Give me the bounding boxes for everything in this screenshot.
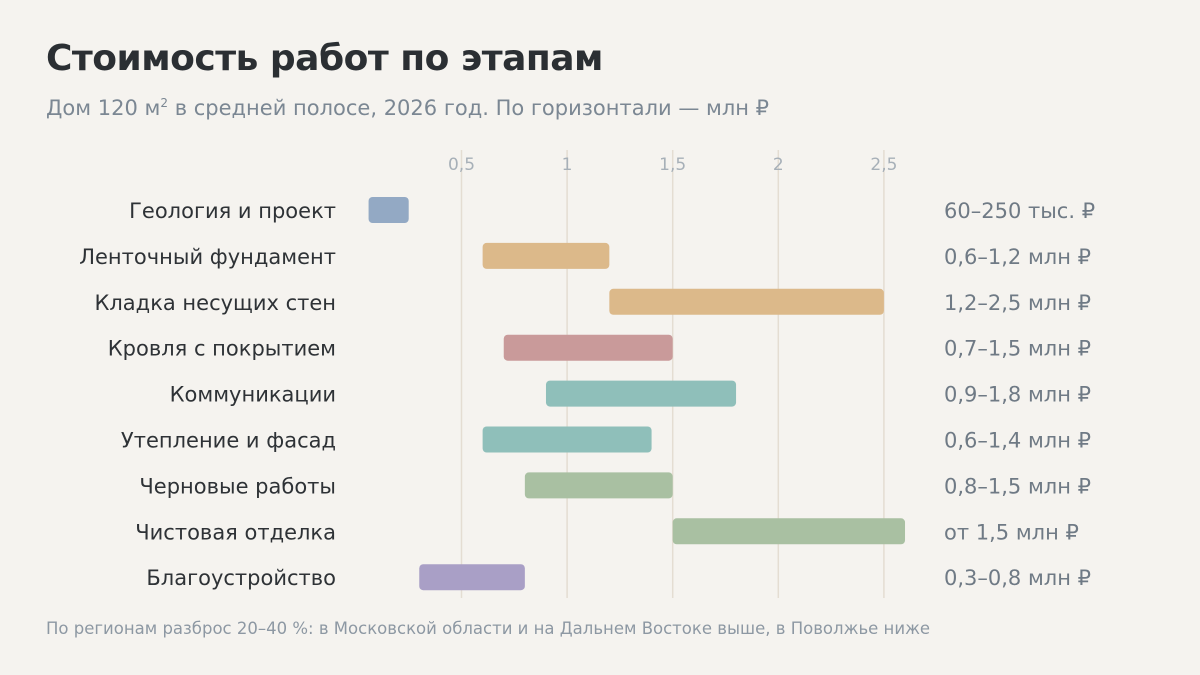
- category-labels: Геология и проект Ленточный фундамент Клад…: [79, 199, 336, 590]
- range-value-label: 0,6–1,4 млн ₽: [944, 429, 1091, 453]
- range-bars: [368, 197, 906, 591]
- range-value-label: 0,6–1,2 млн ₽: [944, 245, 1091, 269]
- category-label: Утепление и фасад: [121, 429, 336, 453]
- category-label: Кладка несущих стен: [94, 291, 336, 315]
- range-bar: [545, 380, 737, 407]
- range-value-label: 0,3–0,8 млн ₽: [944, 566, 1091, 590]
- range-bar: [609, 288, 884, 315]
- x-tick-label: 1,5: [659, 155, 686, 175]
- chart-title: Стоимость работ по этапам: [46, 38, 603, 79]
- range-bar: [524, 472, 673, 499]
- category-label: Геология и проект: [129, 199, 336, 223]
- x-tick-label: 2,5: [870, 155, 897, 175]
- range-bar: [672, 518, 906, 545]
- x-tick-label: 2: [773, 155, 784, 175]
- category-label: Благоустройство: [146, 566, 336, 590]
- range-value-label: от 1,5 млн ₽: [944, 520, 1079, 544]
- range-value-label: 1,2–2,5 млн ₽: [944, 291, 1091, 315]
- category-label: Чистовая отделка: [135, 520, 336, 544]
- chart-footnote: По регионам разброс 20–40 %: в Московско…: [46, 619, 931, 638]
- x-tick-label: 0,5: [448, 155, 475, 175]
- range-value-label: 60–250 тыс. ₽: [944, 199, 1095, 223]
- category-label: Черновые работы: [139, 474, 336, 498]
- range-value-label: 0,8–1,5 млн ₽: [944, 474, 1091, 498]
- range-bar: [482, 242, 610, 269]
- chart-subtitle: Дом 120 м2 в средней полосе, 2026 год. П…: [46, 96, 769, 120]
- range-value-label: 0,7–1,5 млн ₽: [944, 337, 1091, 361]
- range-bar: [368, 197, 409, 223]
- subtitle-text-start: Дом 120 м: [46, 96, 161, 120]
- category-label: Коммуникации: [170, 383, 336, 407]
- x-axis-ticks: 0,5 1 1,5 2 2,5: [448, 155, 897, 175]
- subtitle-text-end: в средней полосе, 2026 год. По горизонта…: [168, 96, 770, 120]
- category-label: Кровля с покрытием: [108, 337, 336, 361]
- x-tick-label: 1: [562, 155, 573, 175]
- range-bar: [482, 426, 652, 453]
- range-bar: [503, 334, 673, 361]
- range-value-label: 0,9–1,8 млн ₽: [944, 383, 1091, 407]
- range-bar: [419, 564, 525, 591]
- range-value-labels: 60–250 тыс. ₽ 0,6–1,2 млн ₽ 1,2–2,5 млн ₽ 0…: [944, 199, 1095, 590]
- subtitle-superscript: 2: [160, 96, 169, 110]
- category-label: Ленточный фундамент: [79, 245, 336, 269]
